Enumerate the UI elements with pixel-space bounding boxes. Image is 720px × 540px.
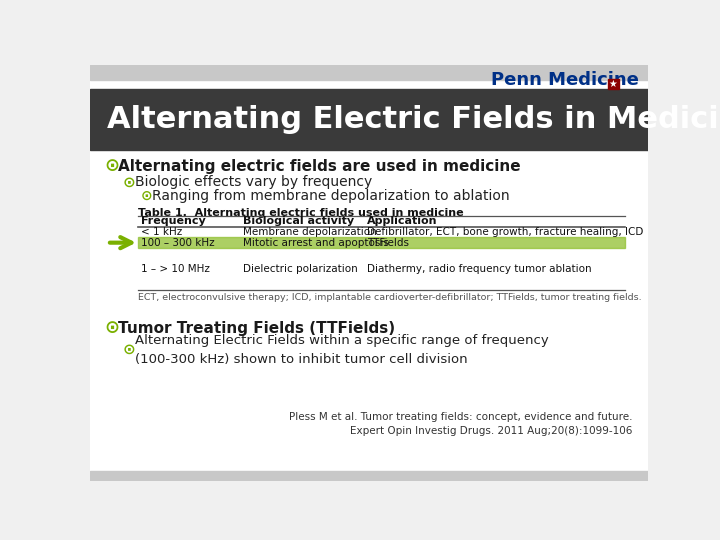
Bar [90,471,648,481]
Text: Diathermy, radio frequency tumor ablation: Diathermy, radio frequency tumor ablatio… [366,264,591,274]
Bar [90,65,648,80]
Text: Frequency: Frequency [141,216,206,226]
Text: Alternating Electric Fields within a specific range of frequency
(100-300 kHz) s: Alternating Electric Fields within a spe… [135,334,549,366]
Text: TTFields: TTFields [366,238,409,248]
Text: Biologic effects vary by frequency: Biologic effects vary by frequency [135,175,372,189]
Text: Alternating electric fields are used in medicine: Alternating electric fields are used in … [118,159,521,174]
Text: Biological activity: Biological activity [243,216,354,226]
Text: < 1 kHz: < 1 kHz [141,227,182,237]
Text: Table 1.  Alternating electric fields used in medicine: Table 1. Alternating electric fields use… [138,208,464,218]
Text: Application: Application [366,216,437,226]
Text: Pless M et al. Tumor treating fields: concept, evidence and future.
Expert Opin : Pless M et al. Tumor treating fields: co… [289,412,632,436]
Text: ⊙: ⊙ [104,319,119,337]
Text: Dielectric polarization: Dielectric polarization [243,264,357,274]
Text: 1 – > 10 MHz: 1 – > 10 MHz [141,264,210,274]
Bar [138,237,625,248]
Bar [608,79,618,90]
Text: ★: ★ [608,79,618,89]
Text: Defibrillator, ECT, bone growth, fracture healing, ICD: Defibrillator, ECT, bone growth, fractur… [366,227,643,237]
Text: Penn Medicine: Penn Medicine [491,71,639,90]
Text: ⊙: ⊙ [104,158,119,176]
Text: Ranging from membrane depolarization to ablation: Ranging from membrane depolarization to … [152,188,510,202]
Text: ⊙: ⊙ [122,342,135,357]
Text: ⊙: ⊙ [140,188,152,202]
Text: 100 – 300 kHz: 100 – 300 kHz [141,238,215,248]
Text: ECT, electroconvulsive therapy; ICD, implantable cardioverter-defibrillator; TTF: ECT, electroconvulsive therapy; ICD, imp… [138,293,642,302]
Text: ⊙: ⊙ [122,174,135,190]
Text: Membrane depolarization: Membrane depolarization [243,227,377,237]
Text: Tumor Treating Fields (TTFields): Tumor Treating Fields (TTFields) [118,321,395,336]
Text: Alternating Electric Fields in Medicine: Alternating Electric Fields in Medicine [107,105,720,134]
Text: Mitotic arrest and apoptosis: Mitotic arrest and apoptosis [243,238,389,248]
Bar [90,90,648,150]
